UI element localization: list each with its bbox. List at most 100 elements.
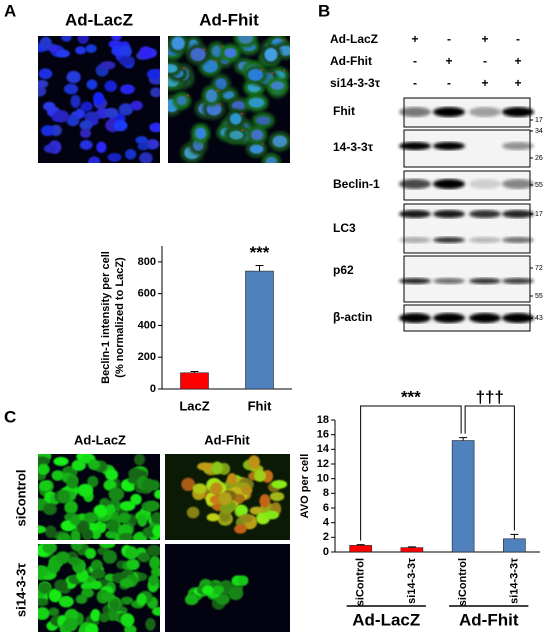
cell: [240, 485, 253, 495]
nucleus: [264, 47, 278, 62]
cell: [124, 546, 139, 560]
x-tick-label: siControl: [457, 558, 469, 606]
treatment-sign: +: [514, 54, 521, 68]
micrograph: [165, 454, 290, 540]
cell: [248, 455, 260, 469]
puncta: [203, 48, 206, 51]
panel-label: C: [4, 407, 16, 426]
y-axis-label: AVO per cell: [299, 454, 311, 519]
blot-band: [399, 107, 431, 117]
cell: [184, 593, 199, 606]
nucleus: [231, 101, 246, 110]
treatment-sign: -: [447, 76, 451, 90]
y-tick-label: 0: [150, 383, 156, 395]
nucleus: [146, 69, 160, 80]
nucleus: [168, 64, 178, 73]
cell: [70, 515, 81, 526]
nucleus: [93, 91, 105, 105]
treatment-sign: +: [481, 32, 488, 46]
cell: [271, 480, 288, 489]
cell: [211, 461, 223, 475]
cell: [68, 556, 81, 566]
cell: [119, 578, 134, 588]
nucleus: [66, 114, 80, 127]
nucleus: [107, 152, 122, 162]
blot-band: [502, 278, 534, 284]
cell: [186, 506, 200, 519]
treatment-sign: -: [483, 54, 487, 68]
row-label: si14-3-3τ: [13, 563, 28, 617]
nucleus: [80, 128, 92, 138]
cell: [38, 598, 49, 607]
cell: [118, 512, 131, 523]
marker-label: 43: [535, 315, 543, 322]
cell: [151, 512, 160, 524]
y-tick-label: 2: [323, 531, 329, 543]
cell: [54, 579, 68, 592]
cell: [152, 524, 160, 538]
treatment-sign: +: [411, 32, 418, 46]
y-tick-label: 400: [138, 319, 156, 331]
cell: [148, 574, 159, 586]
y-tick-label: 8: [323, 487, 329, 499]
blot-band: [469, 313, 501, 323]
cell: [63, 618, 78, 632]
micrograph: [38, 36, 160, 163]
nucleus: [238, 36, 254, 44]
blot-band: [399, 179, 431, 189]
bar: [349, 545, 372, 553]
cell: [133, 454, 146, 466]
nucleus: [39, 36, 52, 51]
micrograph: [38, 544, 160, 632]
cell: [120, 613, 135, 628]
nucleus: [139, 46, 153, 60]
treatment-label: Ad-Fhit: [330, 54, 372, 68]
puncta: [215, 60, 218, 63]
cell: [38, 607, 50, 620]
cell: [64, 500, 78, 515]
cell: [152, 606, 160, 616]
cells: [38, 36, 160, 163]
nucleus: [104, 107, 119, 119]
y-tick-label: 10: [317, 473, 329, 485]
puncta: [283, 69, 286, 72]
annotation: †††: [476, 387, 504, 406]
y-tick-label: 14: [317, 443, 330, 455]
nucleus: [75, 108, 86, 119]
cell: [38, 582, 52, 594]
nucleus: [229, 130, 244, 140]
nucleus: [80, 101, 93, 112]
cell: [206, 513, 220, 522]
cell: [45, 525, 57, 539]
nucleus: [51, 112, 64, 122]
cell: [38, 565, 49, 577]
nucleus: [77, 36, 89, 44]
nucleus: [202, 59, 218, 73]
cell: [249, 506, 264, 515]
cell: [38, 456, 50, 467]
cell: [56, 532, 72, 540]
blot-band: [502, 142, 534, 150]
cells: [38, 544, 160, 632]
cell: [42, 544, 58, 554]
nucleus: [195, 127, 207, 140]
nucleus: [215, 78, 227, 90]
blot-band: [399, 142, 431, 150]
x-tick-label: si14-3-3τ: [508, 558, 520, 604]
nucleus: [111, 36, 122, 41]
puncta: [182, 67, 185, 70]
nucleus: [224, 47, 237, 58]
treatment-label: Ad-LacZ: [330, 32, 378, 46]
blot-band: [469, 107, 501, 117]
nucleus: [176, 95, 187, 106]
y-tick-label: 16: [317, 429, 329, 441]
nucleus: [222, 90, 235, 100]
blot-band: [502, 313, 534, 323]
y-axis-label: Beclin-1 intensity per cell: [100, 251, 112, 384]
y-tick-label: 18: [317, 414, 329, 426]
cell: [146, 544, 160, 557]
cell: [136, 593, 147, 606]
blot-band: [399, 210, 431, 218]
micrograph: [165, 544, 290, 632]
